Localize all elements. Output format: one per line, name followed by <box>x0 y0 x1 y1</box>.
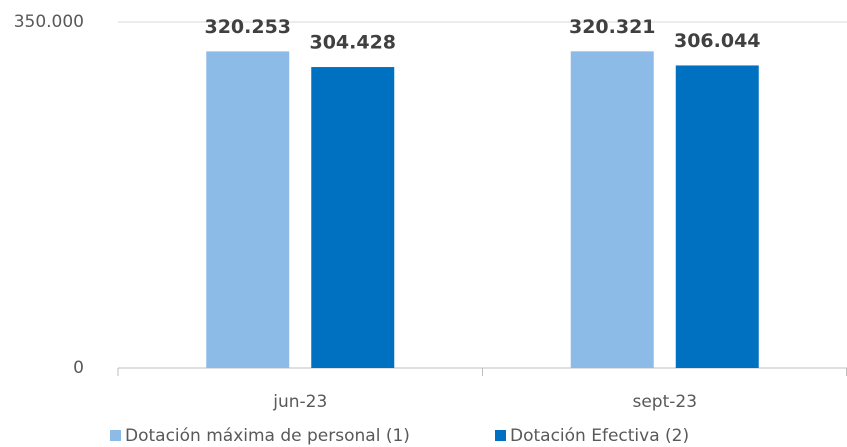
value-label: 320.253 <box>204 16 291 38</box>
bar <box>311 67 395 368</box>
bar <box>206 51 290 368</box>
value-label: 304.428 <box>309 32 396 54</box>
y-tick-label: 350.000 <box>14 12 84 32</box>
bar <box>570 51 654 368</box>
x-tick-label: jun-23 <box>272 392 327 412</box>
y-tick-label: 0 <box>73 358 84 378</box>
legend-label: Dotación máxima de personal (1) <box>125 426 410 446</box>
value-label: 306.044 <box>674 30 761 52</box>
legend-swatch <box>495 430 506 441</box>
legend-label: Dotación Efectiva (2) <box>510 426 689 446</box>
legend-swatch <box>110 430 121 441</box>
bar <box>675 65 759 368</box>
x-tick-label: sept-23 <box>632 392 697 412</box>
value-label: 320.321 <box>569 16 656 38</box>
